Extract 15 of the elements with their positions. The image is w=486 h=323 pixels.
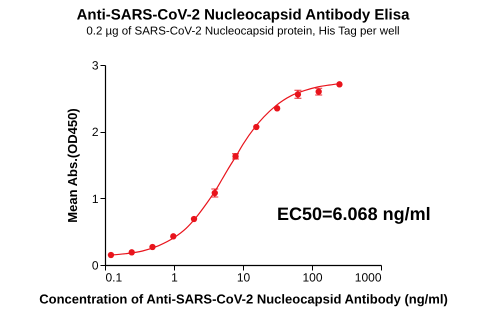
chart-subtitle: 0.2 µg of SARS-CoV-2 Nucleocapsid protein, His Tag per well <box>86 26 400 38</box>
chart-title: Anti-SARS-CoV-2 Nucleocapsid Antibody Elisa <box>76 6 410 24</box>
x-tick-label: 0.1 <box>106 270 123 284</box>
x-axis-title: Concentration of Anti-SARS-CoV-2 Nucleocapsid Antibody (ng/ml) <box>39 292 448 306</box>
y-tick-label: 2 <box>92 125 99 140</box>
annotation: EC50=6.068 ng/ml <box>277 204 431 224</box>
x-tick-label: 10 <box>236 270 250 284</box>
y-axis-title: Mean Abs.(OD450) <box>64 108 80 223</box>
y-tick-label: 0 <box>92 258 99 272</box>
x-tick-label: 100 <box>302 270 323 284</box>
y-tick-label: 3 <box>92 58 99 72</box>
y-tick-label: 1 <box>92 192 99 206</box>
x-tick-label: 1 <box>171 270 178 284</box>
x-tick-label: 1000 <box>354 270 382 284</box>
point <box>274 105 280 112</box>
